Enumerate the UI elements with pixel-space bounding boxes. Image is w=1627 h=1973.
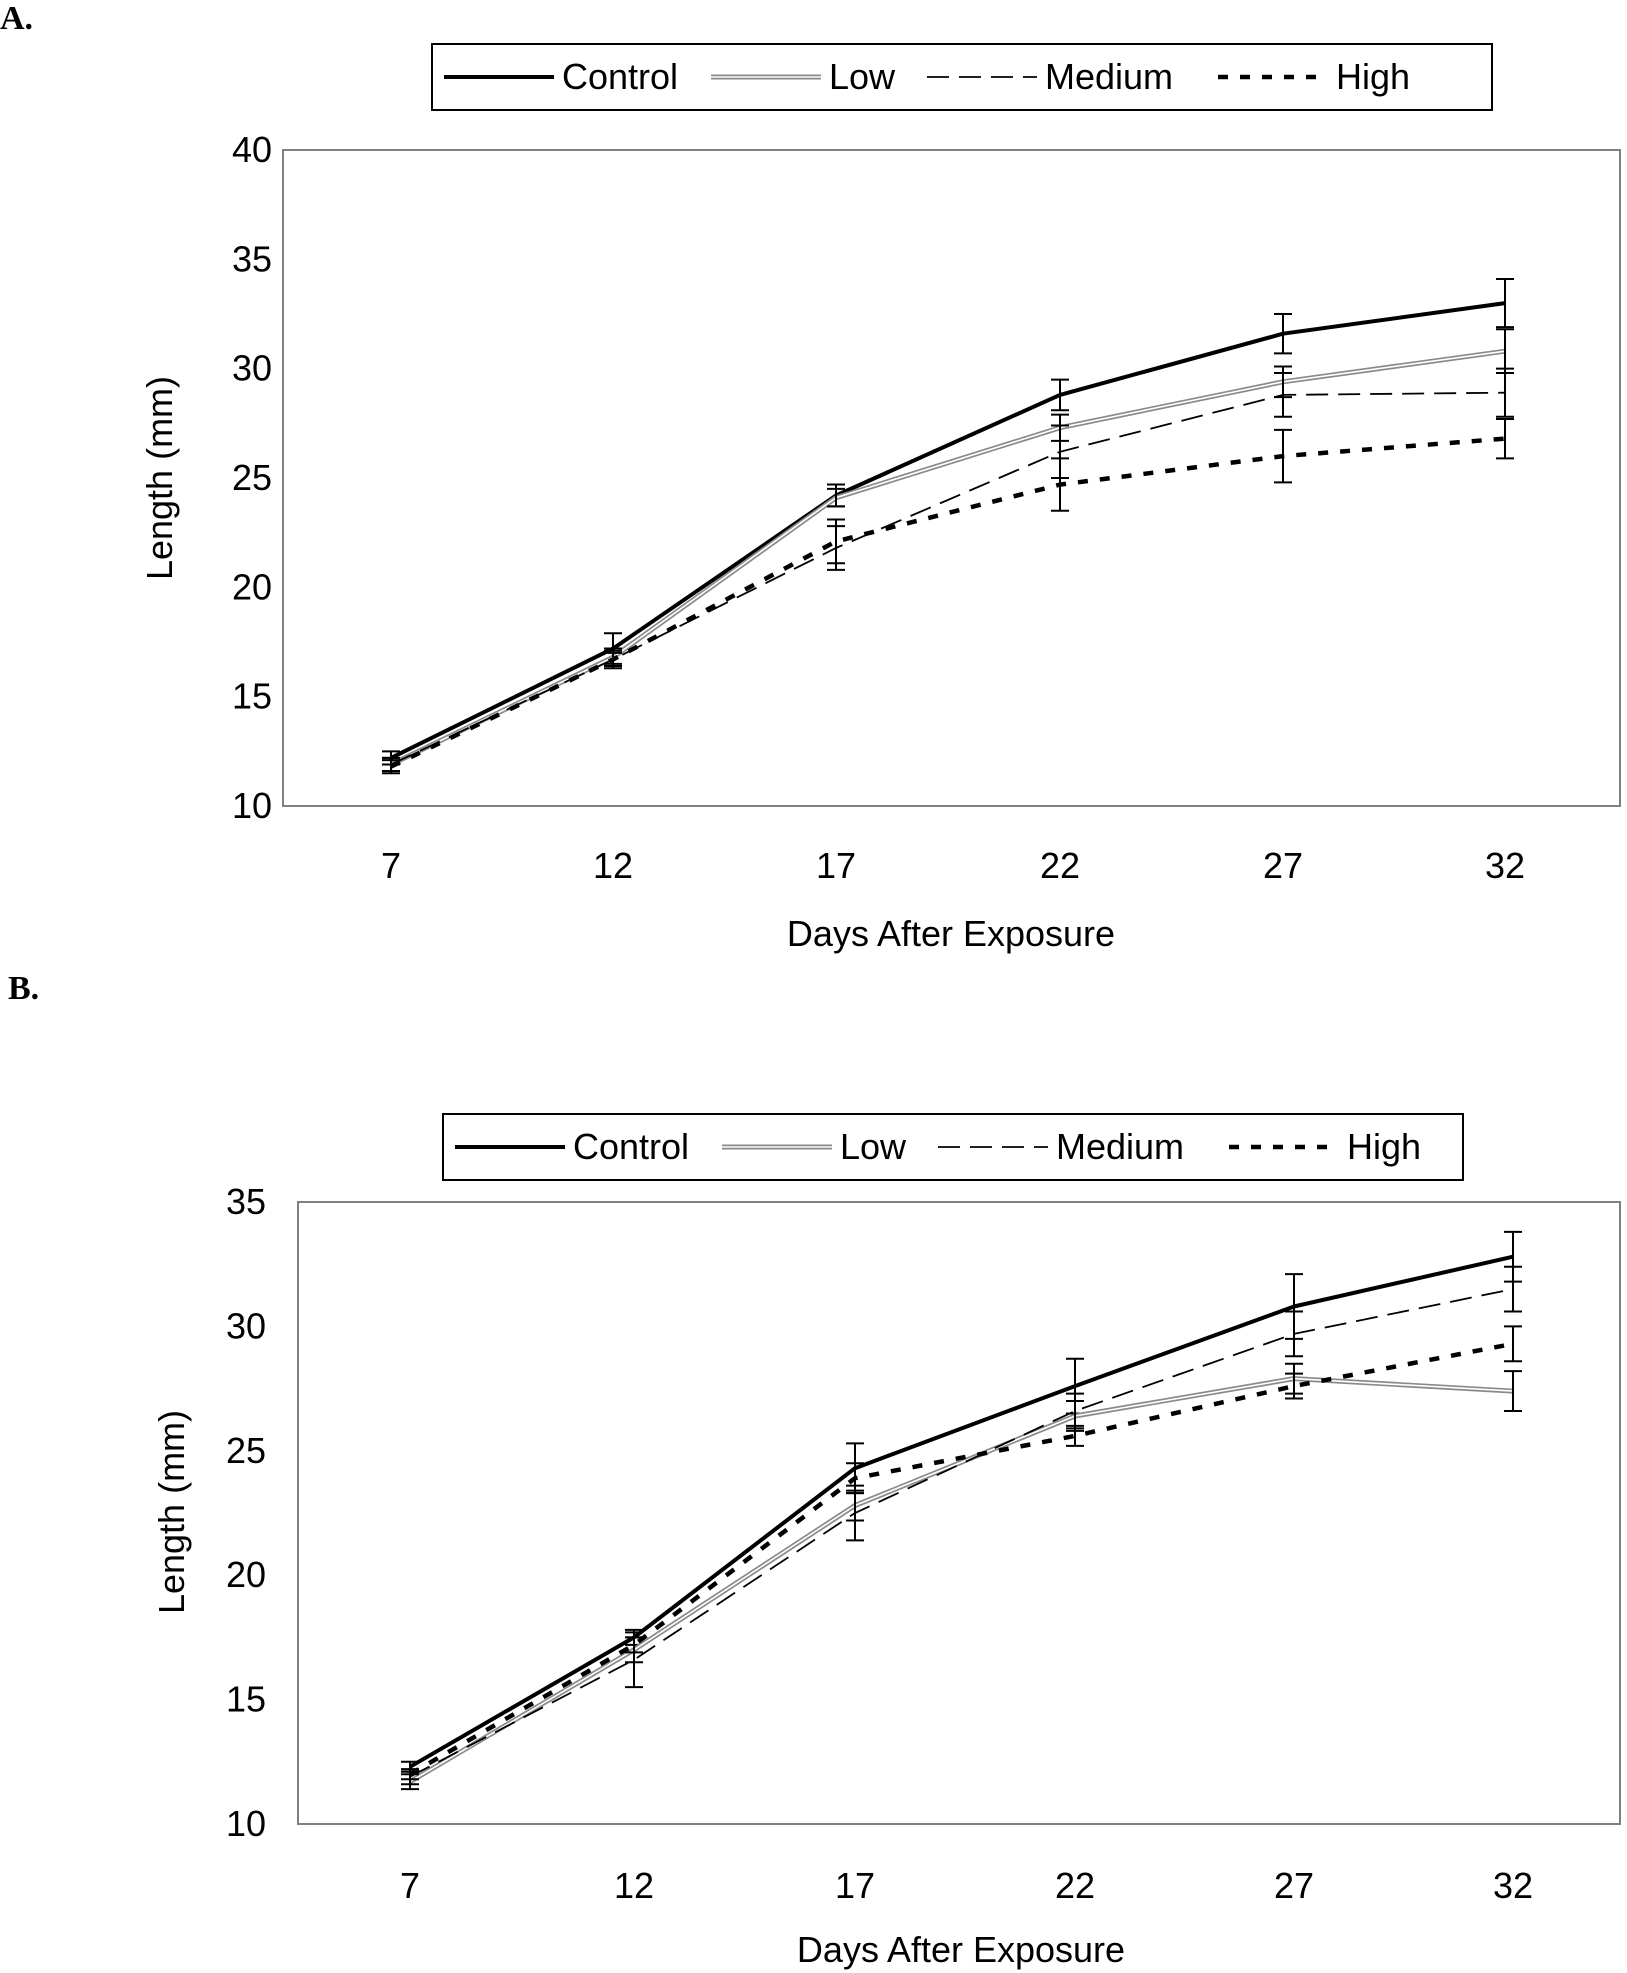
chart-a-x-ticks: 7 12 17 22 27 32 bbox=[381, 845, 1525, 886]
chart-b-series-high-line bbox=[408, 1341, 1514, 1777]
chart-a-legend-items: Control Low Medium High bbox=[444, 56, 1410, 97]
chart-a-x-tick-label: 12 bbox=[593, 845, 633, 886]
chart-a-y-axis-label: Length (mm) bbox=[139, 376, 180, 580]
chart-b-x-tick-label: 32 bbox=[1493, 1865, 1533, 1906]
chart-a-y-tick-label: 10 bbox=[232, 785, 272, 826]
panel-a-label: A. bbox=[0, 0, 34, 37]
chart-b-y-tick-label: 25 bbox=[226, 1430, 266, 1471]
chart-a-y-tick-label: 25 bbox=[232, 457, 272, 498]
chart-b-y-tick-label: 35 bbox=[226, 1181, 266, 1222]
chart-b-x-tick-label: 12 bbox=[614, 1865, 654, 1906]
chart-b-y-tick-label: 20 bbox=[226, 1554, 266, 1595]
chart-a-x-axis-label: Days After Exposure bbox=[787, 913, 1115, 954]
chart-b-series-medium-line bbox=[409, 1288, 1514, 1778]
chart-b-y-axis-label: Length (mm) bbox=[151, 1410, 192, 1614]
chart-a-x-tick-label: 22 bbox=[1040, 845, 1080, 886]
chart-b-x-tick-label: 17 bbox=[835, 1865, 875, 1906]
chart-b-series-control-line bbox=[408, 1254, 1514, 1769]
chart-b-x-tick-label: 27 bbox=[1274, 1865, 1314, 1906]
chart-a-series bbox=[382, 278, 1514, 775]
chart-a-y-tick-label: 15 bbox=[232, 676, 272, 717]
panel-b-label: B. bbox=[8, 970, 40, 1007]
chart-b: Control Low Medium High 10 15 20 25 30 35 7 12 17 2… bbox=[151, 1113, 1621, 1970]
chart-b-series bbox=[401, 1230, 1522, 1791]
chart-b-legend-items: Control Low Medium High bbox=[455, 1126, 1421, 1167]
chart-a-legend-control-label: Control bbox=[562, 56, 678, 97]
chart-a-legend-high-label: High bbox=[1336, 56, 1410, 97]
chart-a-x-tick-label: 32 bbox=[1485, 845, 1525, 886]
chart-a-series-high-line bbox=[390, 436, 1506, 769]
chart-b-y-ticks: 10 15 20 25 30 35 bbox=[226, 1181, 266, 1844]
chart-a-legend-low-label: Low bbox=[829, 56, 896, 97]
chart-b-legend-medium-label: Medium bbox=[1056, 1126, 1184, 1167]
chart-a-x-tick-label: 7 bbox=[381, 845, 401, 886]
chart-a-x-tick-label: 17 bbox=[816, 845, 856, 886]
chart-a-y-tick-label: 40 bbox=[232, 129, 272, 170]
chart-b-y-tick-label: 30 bbox=[226, 1305, 266, 1346]
chart-a-y-tick-label: 20 bbox=[232, 566, 272, 607]
chart-b-y-tick-label: 10 bbox=[226, 1803, 266, 1844]
chart-a-series-control-line bbox=[390, 301, 1506, 760]
chart-b-x-ticks: 7 12 17 22 27 32 bbox=[400, 1865, 1533, 1906]
chart-a-y-tick-label: 30 bbox=[232, 348, 272, 389]
chart-b-y-tick-label: 15 bbox=[226, 1679, 266, 1720]
chart-a-x-tick-label: 27 bbox=[1263, 845, 1303, 886]
chart-b-x-tick-label: 22 bbox=[1055, 1865, 1095, 1906]
chart-b-x-axis-label: Days After Exposure bbox=[797, 1929, 1125, 1970]
chart-b-legend-high-label: High bbox=[1347, 1126, 1421, 1167]
chart-b-x-tick-label: 7 bbox=[400, 1865, 420, 1906]
chart-a: Control Low Medium High 10 15 20 25 30 35 40 7 12 1… bbox=[139, 43, 1621, 954]
chart-a-y-tick-label: 35 bbox=[232, 238, 272, 279]
chart-a-y-ticks: 10 15 20 25 30 35 40 bbox=[232, 129, 272, 826]
chart-a-plot-area bbox=[282, 149, 1621, 807]
chart-b-legend-control-label: Control bbox=[573, 1126, 689, 1167]
chart-b-legend-low-label: Low bbox=[840, 1126, 907, 1167]
chart-a-legend-medium-label: Medium bbox=[1045, 56, 1173, 97]
